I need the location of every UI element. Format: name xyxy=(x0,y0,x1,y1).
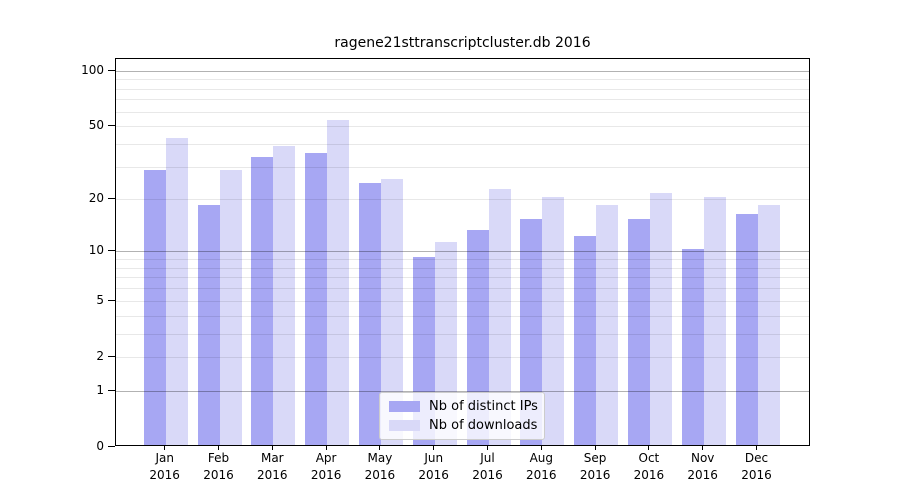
bar-ips-apr xyxy=(305,152,328,445)
legend-label-distinct-ips: Nb of distinct IPs xyxy=(429,399,538,414)
y-tick-20 xyxy=(108,197,115,199)
bar-ips-jan xyxy=(143,170,166,445)
bar-downloads-apr xyxy=(327,119,350,445)
legend-item-distinct-ips: Nb of distinct IPs xyxy=(389,399,538,414)
y-tick-100 xyxy=(108,69,115,71)
bar-ips-feb xyxy=(197,204,220,445)
x-tick-jan xyxy=(164,446,166,450)
bar-ips-jul xyxy=(466,229,489,445)
y-tick-label-100: 100 xyxy=(81,62,104,77)
x-tick-mar xyxy=(271,446,273,450)
x-tick-label-dec: Dec 2016 xyxy=(741,451,772,482)
bars-layer xyxy=(116,59,809,445)
legend-swatch-downloads xyxy=(389,420,420,431)
x-tick-label-apr: Apr 2016 xyxy=(310,451,342,482)
y-tick-2 xyxy=(108,356,115,358)
x-tick-label-jun: Jun 2016 xyxy=(418,451,449,482)
x-tick-jul xyxy=(487,446,488,450)
y-tick-label-50: 50 xyxy=(88,118,104,133)
y-tick-label-10: 10 xyxy=(88,243,104,258)
y-tick-10 xyxy=(108,250,115,252)
bar-downloads-aug xyxy=(542,196,565,445)
y-tick-label-5: 5 xyxy=(96,292,104,307)
bar-downloads-jul xyxy=(488,189,511,445)
bar-ips-dec xyxy=(735,213,758,445)
x-tick-label-oct: Oct 2016 xyxy=(633,451,665,482)
legend-swatch-distinct-ips xyxy=(389,401,420,412)
y-tick-5 xyxy=(108,299,115,301)
bar-downloads-jan xyxy=(165,138,188,445)
bar-downloads-may xyxy=(380,179,403,445)
bar-ips-aug xyxy=(520,218,543,445)
y-tick-label-0: 0 xyxy=(96,439,104,453)
bar-downloads-nov xyxy=(703,196,726,445)
bar-downloads-oct xyxy=(649,192,672,445)
legend: Nb of distinct IPs Nb of downloads xyxy=(379,392,545,440)
y-tick-label-20: 20 xyxy=(88,190,104,205)
x-tick-label-nov: Nov 2016 xyxy=(687,451,718,482)
x-tick-dec xyxy=(756,446,757,450)
bar-ips-nov xyxy=(681,249,704,445)
x-tick-nov xyxy=(702,446,704,450)
bar-downloads-sep xyxy=(596,204,619,445)
x-tick-jun xyxy=(433,446,435,450)
chart-title: ragene21sttranscriptcluster.db 2016 xyxy=(334,35,591,51)
x-tick-may xyxy=(379,446,381,450)
x-tick-label-jan: Jan 2016 xyxy=(149,451,180,482)
bar-downloads-feb xyxy=(219,170,242,445)
x-tick-label-feb: Feb 2016 xyxy=(203,451,234,482)
bar-downloads-dec xyxy=(757,204,780,445)
y-tick-label-1: 1 xyxy=(96,382,104,397)
y-tick-0 xyxy=(108,446,115,447)
x-tick-sep xyxy=(594,446,596,450)
plot-area xyxy=(115,58,810,446)
x-tick-aug xyxy=(540,446,542,450)
x-tick-label-mar: Mar 2016 xyxy=(257,451,288,482)
x-tick-oct xyxy=(648,446,650,450)
bar-ips-mar xyxy=(251,157,274,445)
x-tick-label-jul: Jul 2016 xyxy=(472,451,503,482)
y-tick-label-2: 2 xyxy=(96,349,104,364)
bar-ips-may xyxy=(358,182,381,445)
x-tick-feb xyxy=(218,446,219,450)
x-tick-label-aug: Aug 2016 xyxy=(526,451,557,482)
bar-downloads-mar xyxy=(273,146,296,445)
x-tick-label-sep: Sep 2016 xyxy=(579,451,611,482)
bar-ips-sep xyxy=(574,235,597,445)
y-tick-1 xyxy=(108,389,115,391)
legend-label-downloads: Nb of downloads xyxy=(429,418,538,433)
y-tick-50 xyxy=(108,125,115,127)
legend-item-downloads: Nb of downloads xyxy=(389,418,538,433)
x-tick-label-may: May 2016 xyxy=(364,451,396,482)
bar-ips-oct xyxy=(627,218,650,445)
x-tick-apr xyxy=(325,446,327,450)
